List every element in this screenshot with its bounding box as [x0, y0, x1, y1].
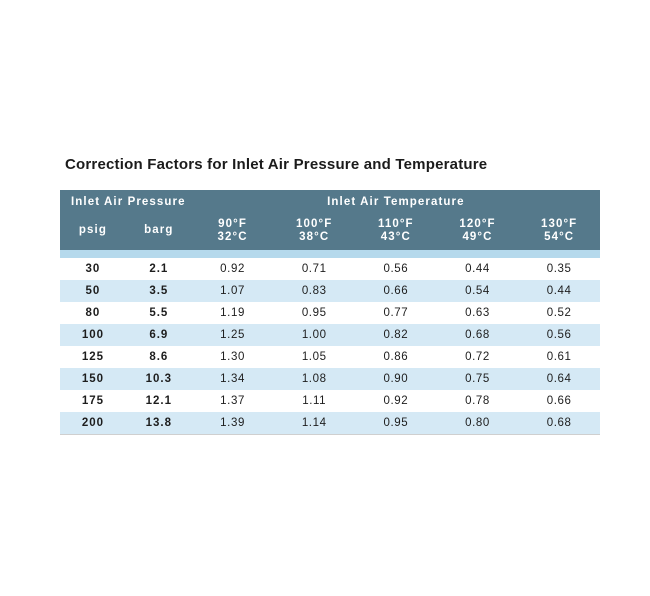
- cell-110f: 0.77: [355, 302, 437, 324]
- cell-90f: 0.92: [191, 258, 274, 280]
- column-header-line1: psig: [78, 224, 107, 236]
- column-header-line2: 43°C: [380, 230, 411, 243]
- cell-120f: 0.54: [436, 280, 519, 302]
- column-header-line2: 54°C: [544, 230, 575, 243]
- cell-110f: 0.66: [355, 280, 437, 302]
- cell-100f: 0.83: [273, 280, 356, 302]
- cell-psig: 125: [60, 346, 126, 368]
- cell-120f: 0.80: [436, 412, 519, 434]
- correction-factors-table-container: Inlet Air Pressure Inlet Air Temperature…: [60, 190, 600, 435]
- cell-barg: 12.1: [125, 390, 192, 412]
- cell-130f: 0.66: [518, 390, 600, 412]
- table-row: 80 5.5 1.19 0.95 0.77 0.63 0.52: [60, 302, 600, 324]
- column-header-line1: 100°F: [296, 217, 333, 230]
- cell-110f: 0.92: [355, 390, 437, 412]
- table-row: 50 3.5 1.07 0.83 0.66 0.54 0.44: [60, 280, 600, 302]
- cell-120f: 0.44: [436, 258, 519, 280]
- column-header-line1: 120°F: [459, 217, 496, 230]
- cell-110f: 0.86: [355, 346, 437, 368]
- table-spacer-row: [60, 250, 600, 258]
- cell-120f: 0.63: [436, 302, 519, 324]
- cell-90f: 1.25: [191, 324, 274, 346]
- table-group-header-row: Inlet Air Pressure Inlet Air Temperature: [60, 190, 600, 214]
- column-header-barg: barg: [125, 214, 192, 250]
- cell-130f: 0.35: [518, 258, 600, 280]
- cell-110f: 0.95: [355, 412, 437, 434]
- column-header-120f: 120°F 49°C: [436, 214, 519, 250]
- cell-110f: 0.90: [355, 368, 437, 390]
- table-body: 30 2.1 0.92 0.71 0.56 0.44 0.35 50 3.5 1.07 0.83 0.…: [60, 258, 600, 434]
- cell-130f: 0.56: [518, 324, 600, 346]
- cell-120f: 0.68: [436, 324, 519, 346]
- cell-90f: 1.19: [191, 302, 274, 324]
- cell-barg: 8.6: [125, 346, 192, 368]
- cell-130f: 0.44: [518, 280, 600, 302]
- cell-barg: 10.3: [125, 368, 192, 390]
- column-header-100f: 100°F 38°C: [273, 214, 356, 250]
- spacer-strip: [60, 250, 600, 258]
- column-header-90f: 90°F 32°C: [191, 214, 274, 250]
- cell-barg: 3.5: [125, 280, 192, 302]
- cell-110f: 0.82: [355, 324, 437, 346]
- cell-90f: 1.07: [191, 280, 274, 302]
- cell-psig: 100: [60, 324, 126, 346]
- cell-100f: 1.14: [273, 412, 356, 434]
- cell-psig: 50: [60, 280, 126, 302]
- column-header-line2: 32°C: [217, 230, 248, 243]
- column-header-line1: 110°F: [378, 217, 414, 230]
- cell-barg: 2.1: [125, 258, 192, 280]
- column-header-130f: 130°F 54°C: [518, 214, 600, 250]
- table-row: 125 8.6 1.30 1.05 0.86 0.72 0.61: [60, 346, 600, 368]
- cell-90f: 1.30: [191, 346, 274, 368]
- cell-120f: 0.78: [436, 390, 519, 412]
- column-header-line2: 38°C: [299, 230, 330, 243]
- page-title: Correction Factors for Inlet Air Pressur…: [65, 156, 488, 173]
- correction-factors-table: Inlet Air Pressure Inlet Air Temperature…: [60, 190, 600, 435]
- cell-90f: 1.37: [191, 390, 274, 412]
- cell-barg: 13.8: [125, 412, 192, 434]
- table-row: 30 2.1 0.92 0.71 0.56 0.44 0.35: [60, 258, 600, 280]
- cell-psig: 175: [60, 390, 126, 412]
- column-header-110f: 110°F 43°C: [355, 214, 437, 250]
- cell-110f: 0.56: [355, 258, 437, 280]
- cell-100f: 1.05: [273, 346, 356, 368]
- group-header-inlet-air-temperature: Inlet Air Temperature: [191, 190, 600, 214]
- table-row: 150 10.3 1.34 1.08 0.90 0.75 0.64: [60, 368, 600, 390]
- cell-psig: 150: [60, 368, 126, 390]
- table-row: 200 13.8 1.39 1.14 0.95 0.80 0.68: [60, 412, 600, 434]
- column-header-line1: 90°F: [218, 217, 247, 230]
- cell-barg: 5.5: [125, 302, 192, 324]
- table-row: 100 6.9 1.25 1.00 0.82 0.68 0.56: [60, 324, 600, 346]
- cell-100f: 1.08: [273, 368, 356, 390]
- cell-barg: 6.9: [125, 324, 192, 346]
- group-header-inlet-air-pressure: Inlet Air Pressure: [60, 190, 192, 214]
- column-header-psig: psig: [60, 214, 126, 250]
- cell-90f: 1.39: [191, 412, 274, 434]
- cell-130f: 0.61: [518, 346, 600, 368]
- cell-psig: 30: [60, 258, 126, 280]
- cell-130f: 0.68: [518, 412, 600, 434]
- cell-130f: 0.52: [518, 302, 600, 324]
- cell-120f: 0.75: [436, 368, 519, 390]
- cell-100f: 0.95: [273, 302, 356, 324]
- column-header-line1: 130°F: [541, 217, 578, 230]
- cell-100f: 1.00: [273, 324, 356, 346]
- cell-100f: 1.11: [273, 390, 356, 412]
- table-row: 175 12.1 1.37 1.11 0.92 0.78 0.66: [60, 390, 600, 412]
- table-column-header-row: psig barg 90°F 32°C 100°F 38°C 110°F 43°C 120°F 4…: [60, 214, 600, 250]
- cell-120f: 0.72: [436, 346, 519, 368]
- cell-130f: 0.64: [518, 368, 600, 390]
- cell-psig: 80: [60, 302, 126, 324]
- column-header-line2: 49°C: [462, 230, 493, 243]
- cell-90f: 1.34: [191, 368, 274, 390]
- cell-psig: 200: [60, 412, 126, 434]
- column-header-line1: barg: [144, 224, 174, 236]
- cell-100f: 0.71: [273, 258, 356, 280]
